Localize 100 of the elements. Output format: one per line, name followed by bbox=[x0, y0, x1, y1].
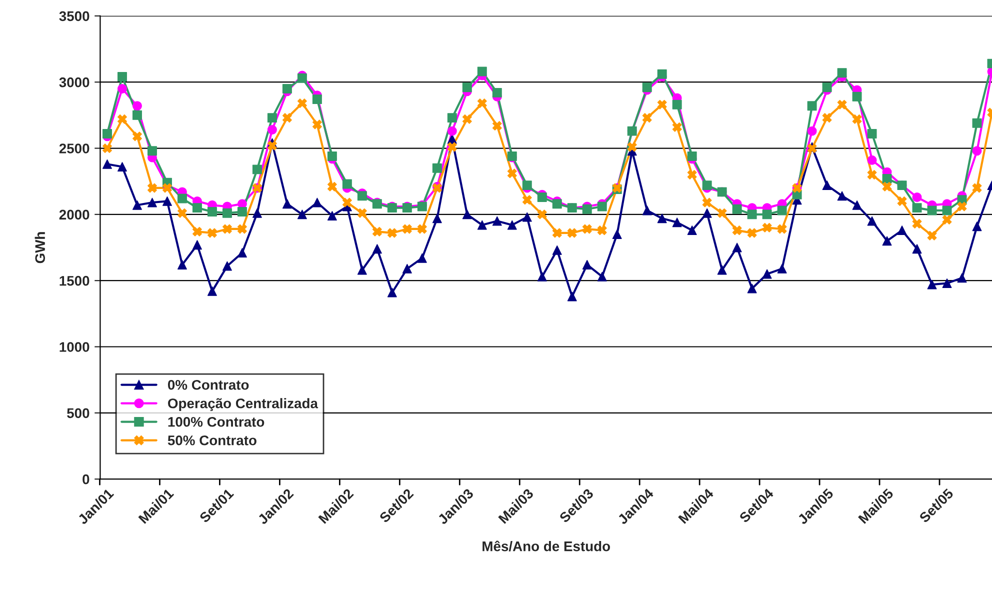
point bbox=[612, 230, 622, 240]
point bbox=[567, 292, 577, 302]
point bbox=[912, 244, 922, 254]
point bbox=[837, 68, 847, 78]
legend-label: 100% Contrato bbox=[168, 416, 264, 427]
point bbox=[537, 210, 547, 220]
point bbox=[282, 113, 292, 123]
point bbox=[462, 210, 472, 220]
point bbox=[552, 199, 562, 209]
point bbox=[327, 182, 337, 192]
point bbox=[702, 180, 712, 190]
point bbox=[477, 220, 487, 230]
point bbox=[417, 224, 427, 234]
point bbox=[672, 218, 682, 228]
point bbox=[237, 207, 247, 217]
point bbox=[762, 210, 772, 220]
point bbox=[132, 101, 142, 111]
point bbox=[972, 118, 982, 128]
point bbox=[207, 228, 217, 238]
point bbox=[462, 114, 472, 124]
point bbox=[912, 192, 922, 202]
point bbox=[822, 180, 832, 190]
point bbox=[897, 196, 907, 206]
point bbox=[642, 113, 652, 123]
point bbox=[897, 226, 907, 236]
point bbox=[267, 140, 277, 150]
point bbox=[387, 288, 397, 298]
point bbox=[702, 198, 712, 208]
point bbox=[957, 273, 967, 283]
point bbox=[402, 224, 412, 234]
point bbox=[567, 228, 577, 238]
y-axis-title: GWh bbox=[34, 232, 46, 264]
point bbox=[597, 226, 607, 236]
point bbox=[747, 284, 757, 294]
point bbox=[177, 208, 187, 218]
point bbox=[177, 194, 187, 204]
point bbox=[597, 272, 607, 282]
point bbox=[357, 191, 367, 201]
point bbox=[972, 222, 982, 232]
point bbox=[492, 216, 502, 226]
point bbox=[522, 195, 532, 205]
point bbox=[927, 206, 937, 216]
point bbox=[597, 202, 607, 212]
point bbox=[672, 100, 682, 110]
y-tick-label: 2500 bbox=[59, 144, 90, 154]
point bbox=[882, 182, 892, 192]
point bbox=[837, 100, 847, 110]
point bbox=[852, 114, 862, 124]
point bbox=[732, 226, 742, 236]
point bbox=[552, 228, 562, 238]
point bbox=[282, 199, 292, 209]
point bbox=[267, 113, 277, 123]
point bbox=[582, 204, 592, 214]
legend-label: 0% Contrato bbox=[168, 380, 249, 390]
point bbox=[327, 211, 337, 220]
point bbox=[942, 214, 952, 224]
point bbox=[342, 198, 352, 208]
point bbox=[342, 179, 352, 189]
y-tick-label: 1500 bbox=[60, 276, 90, 286]
point bbox=[447, 142, 457, 152]
y-tick-label: 3000 bbox=[59, 77, 90, 88]
point bbox=[507, 168, 517, 178]
point bbox=[882, 236, 892, 246]
point bbox=[237, 248, 247, 258]
point bbox=[717, 265, 727, 275]
point bbox=[147, 146, 157, 156]
point bbox=[117, 162, 127, 172]
point bbox=[882, 174, 892, 184]
point bbox=[252, 164, 262, 174]
point bbox=[552, 245, 562, 255]
point bbox=[927, 230, 937, 240]
point bbox=[522, 212, 532, 222]
point bbox=[282, 84, 292, 94]
point bbox=[732, 242, 742, 252]
point bbox=[852, 200, 862, 210]
point bbox=[477, 98, 487, 108]
point bbox=[912, 218, 922, 228]
point bbox=[432, 214, 442, 224]
point bbox=[207, 207, 217, 217]
point bbox=[672, 122, 682, 132]
point bbox=[417, 253, 427, 263]
point bbox=[102, 159, 112, 169]
point bbox=[867, 170, 877, 180]
point bbox=[852, 92, 862, 102]
point bbox=[627, 142, 637, 152]
point bbox=[387, 228, 397, 238]
point bbox=[747, 228, 757, 238]
point bbox=[357, 208, 367, 218]
point bbox=[222, 224, 232, 234]
point bbox=[867, 128, 877, 138]
point bbox=[507, 220, 517, 230]
point bbox=[687, 226, 697, 236]
point bbox=[192, 226, 202, 236]
point bbox=[357, 265, 367, 275]
point bbox=[432, 163, 442, 173]
point bbox=[867, 155, 877, 165]
point bbox=[807, 126, 817, 136]
point bbox=[972, 183, 982, 193]
point bbox=[657, 100, 667, 110]
point bbox=[762, 269, 772, 279]
